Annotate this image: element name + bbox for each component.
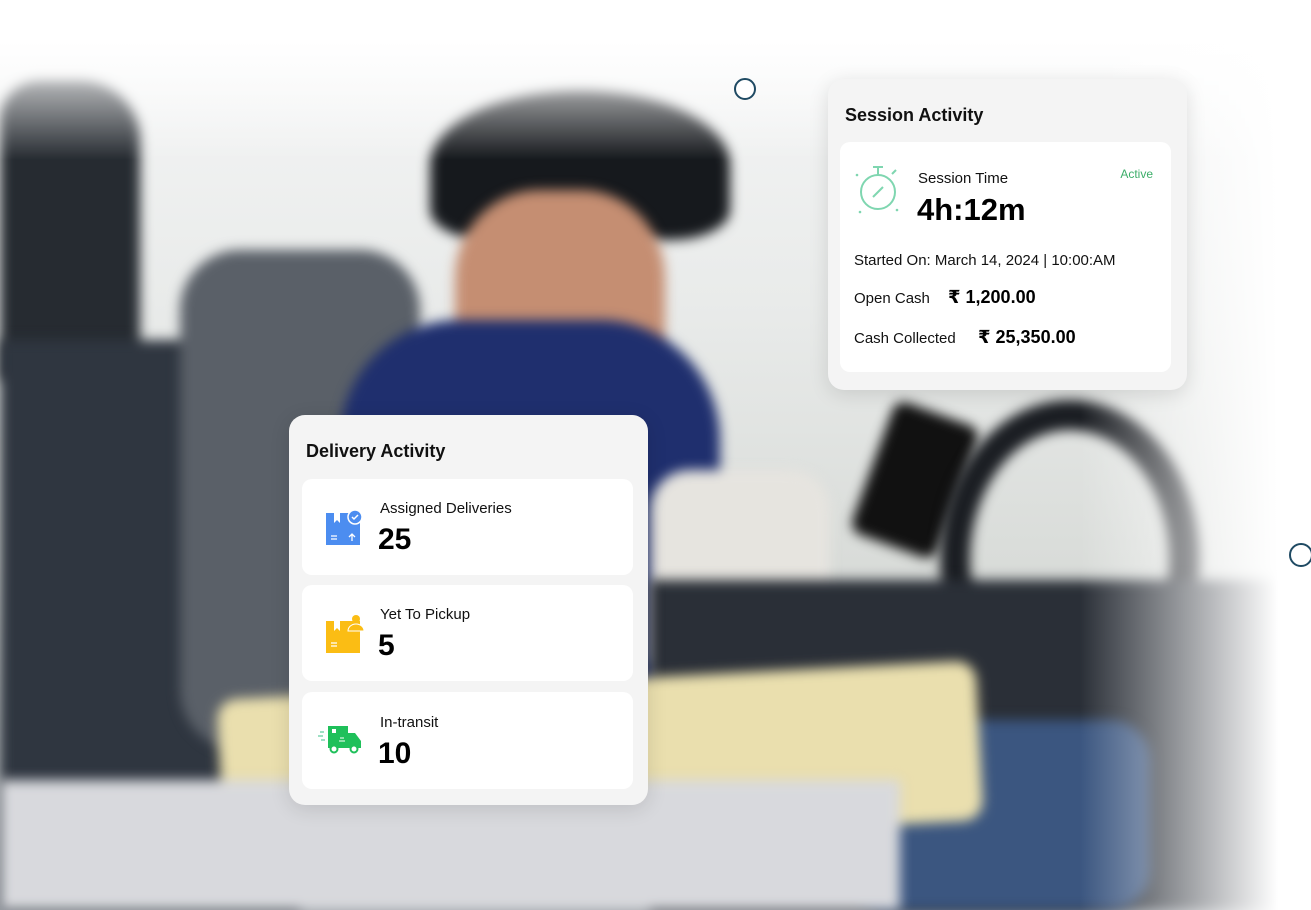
decorative-circle — [1289, 543, 1311, 567]
item-value: 10 — [378, 737, 412, 770]
truck-icon — [318, 726, 361, 754]
box-check-icon — [326, 509, 363, 545]
stopwatch-icon — [855, 166, 899, 214]
session-time-value: 4h:12m — [917, 192, 1026, 227]
box-person-icon — [326, 615, 364, 653]
session-title: Session Activity — [845, 105, 984, 125]
item-label: In-transit — [380, 714, 439, 731]
session-time-label: Session Time — [918, 170, 1009, 187]
session-activity-card: Session Activity Session Time 4h:12m Act… — [828, 79, 1187, 390]
open-cash-label: Open Cash — [854, 290, 930, 307]
cash-collected-value: ₹ 25,350.00 — [978, 327, 1076, 347]
item-value: 5 — [378, 629, 395, 662]
open-cash-value: ₹ 1,200.00 — [948, 287, 1036, 307]
delivery-item-assigned[interactable]: Assigned Deliveries 25 — [302, 479, 633, 575]
cash-collected-label: Cash Collected — [854, 330, 956, 347]
delivery-item-yet-to-pickup[interactable]: Yet To Pickup 5 — [302, 585, 633, 681]
decorative-circle — [734, 78, 756, 100]
item-label: Yet To Pickup — [380, 606, 471, 623]
item-value: 25 — [378, 523, 412, 556]
started-on: Started On: March 14, 2024 | 10:00:AM — [854, 252, 1116, 269]
item-label: Assigned Deliveries — [380, 500, 512, 517]
delivery-title: Delivery Activity — [306, 441, 446, 461]
status-badge: Active — [1120, 167, 1153, 181]
delivery-activity-card: Delivery Activity Assigned Deliveries 25… — [289, 415, 648, 805]
delivery-item-in-transit[interactable]: In-transit 10 — [302, 692, 633, 789]
